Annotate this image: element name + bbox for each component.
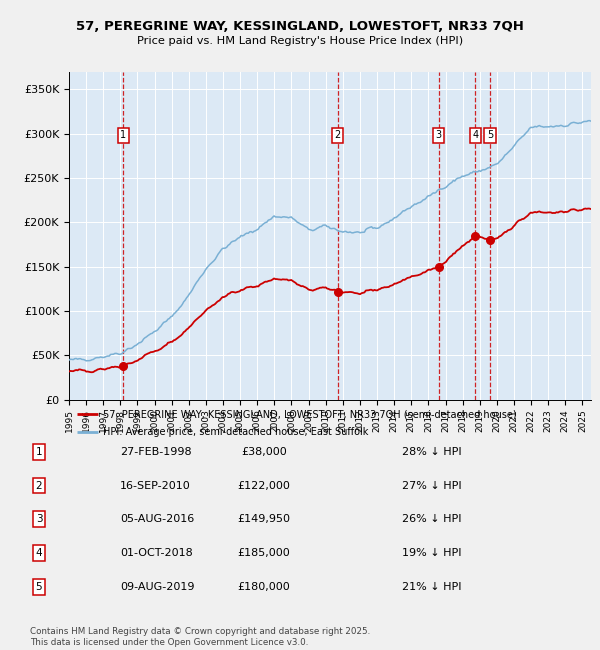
Text: 3: 3 — [35, 514, 43, 525]
Text: 1: 1 — [120, 131, 126, 140]
Text: 16-SEP-2010: 16-SEP-2010 — [120, 480, 191, 491]
Text: 01-OCT-2018: 01-OCT-2018 — [120, 548, 193, 558]
Text: 2: 2 — [35, 480, 43, 491]
Text: Contains HM Land Registry data © Crown copyright and database right 2025.
This d: Contains HM Land Registry data © Crown c… — [30, 627, 370, 647]
Text: 4: 4 — [35, 548, 43, 558]
Text: 57, PEREGRINE WAY, KESSINGLAND, LOWESTOFT, NR33 7QH (semi-detached house): 57, PEREGRINE WAY, KESSINGLAND, LOWESTOF… — [103, 410, 517, 419]
Text: 3: 3 — [436, 131, 442, 140]
Text: £180,000: £180,000 — [238, 582, 290, 592]
Text: 1: 1 — [35, 447, 43, 457]
Text: 19% ↓ HPI: 19% ↓ HPI — [402, 548, 461, 558]
Text: 5: 5 — [35, 582, 43, 592]
Text: 4: 4 — [472, 131, 479, 140]
Text: 05-AUG-2016: 05-AUG-2016 — [120, 514, 194, 525]
Text: 27% ↓ HPI: 27% ↓ HPI — [402, 480, 461, 491]
Text: HPI: Average price, semi-detached house, East Suffolk: HPI: Average price, semi-detached house,… — [103, 427, 368, 437]
Text: 09-AUG-2019: 09-AUG-2019 — [120, 582, 194, 592]
Text: Price paid vs. HM Land Registry's House Price Index (HPI): Price paid vs. HM Land Registry's House … — [137, 36, 463, 46]
Text: 57, PEREGRINE WAY, KESSINGLAND, LOWESTOFT, NR33 7QH: 57, PEREGRINE WAY, KESSINGLAND, LOWESTOF… — [76, 20, 524, 32]
Text: 27-FEB-1998: 27-FEB-1998 — [120, 447, 191, 457]
Text: 5: 5 — [487, 131, 493, 140]
Text: £149,950: £149,950 — [238, 514, 290, 525]
Text: 21% ↓ HPI: 21% ↓ HPI — [402, 582, 461, 592]
Text: £122,000: £122,000 — [238, 480, 290, 491]
Text: 2: 2 — [335, 131, 341, 140]
Text: £38,000: £38,000 — [241, 447, 287, 457]
Text: £185,000: £185,000 — [238, 548, 290, 558]
Text: 26% ↓ HPI: 26% ↓ HPI — [402, 514, 461, 525]
Text: 28% ↓ HPI: 28% ↓ HPI — [402, 447, 461, 457]
